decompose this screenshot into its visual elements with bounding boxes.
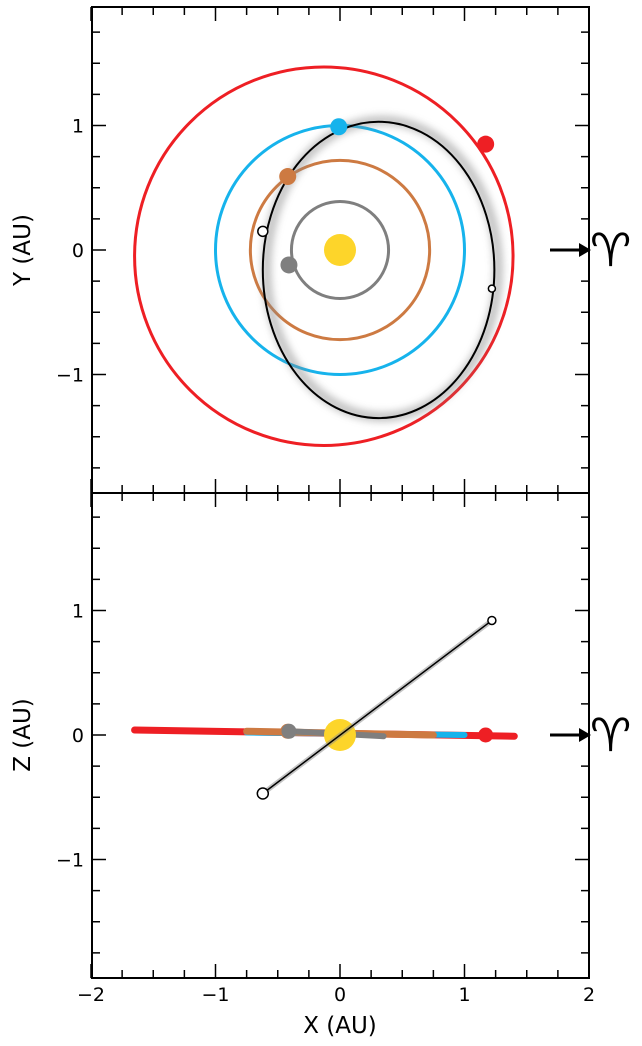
bottom-equinox-arrow-head bbox=[579, 728, 591, 742]
bottom-panel-ticks bbox=[90, 493, 590, 978]
bottom-aries-symbol: ♈ bbox=[590, 708, 631, 762]
bottom-object-open-marker bbox=[487, 615, 497, 626]
bottom-x-tick-label: −2 bbox=[77, 984, 105, 1006]
bottom-object-line bbox=[262, 619, 493, 795]
top-y-tick-label: 0 bbox=[72, 240, 84, 262]
bottom-panel-tick-labels: −1 0 1 −2 −1 0 1 2 bbox=[56, 601, 595, 1007]
bottom-y-tick-label: −1 bbox=[56, 850, 84, 872]
top-planet-orbit-0 bbox=[289, 199, 391, 301]
bottom-panel-xz: −1 0 1 −2 −1 0 1 2 Z (AU) X (AU) ♈ bbox=[10, 492, 631, 1039]
top-object-orbit-uncertainty bbox=[262, 116, 503, 422]
top-planet-orbit-3 bbox=[133, 65, 515, 447]
top-sun-marker bbox=[324, 234, 356, 266]
bottom-planet-marker-3 bbox=[281, 723, 297, 739]
bottom-y-tick-label: 1 bbox=[72, 601, 84, 623]
top-panel-marks bbox=[133, 65, 515, 447]
top-planet-marker-2 bbox=[330, 118, 348, 136]
top-equinox-arrow-head bbox=[579, 243, 591, 257]
bottom-object-open-marker bbox=[256, 787, 270, 800]
bottom-x-tick-label: 2 bbox=[583, 984, 595, 1006]
top-panel-xy: −1 0 1 Y (AU) ♈ bbox=[10, 6, 631, 494]
top-y-axis-label: Y (AU) bbox=[10, 214, 36, 287]
top-object-open-marker bbox=[257, 225, 269, 238]
top-aries-symbol: ♈ bbox=[590, 223, 631, 277]
bottom-x-tick-label: −1 bbox=[201, 984, 229, 1006]
top-y-tick-label: 1 bbox=[72, 116, 84, 138]
top-object-orbit bbox=[261, 120, 496, 420]
bottom-vernal-equinox-annotation: ♈ bbox=[550, 708, 631, 762]
bottom-y-tick-label: 0 bbox=[72, 725, 84, 747]
top-panel-tick-labels: −1 0 1 bbox=[56, 116, 84, 387]
bottom-x-tick-label: 0 bbox=[334, 984, 346, 1006]
bottom-x-tick-label: 1 bbox=[458, 984, 470, 1006]
bottom-x-axis-label: X (AU) bbox=[303, 1013, 377, 1039]
bottom-planet-marker-0 bbox=[478, 727, 494, 743]
top-planet-marker-1 bbox=[279, 168, 297, 186]
top-object-open-marker bbox=[487, 284, 497, 293]
bottom-panel-marks bbox=[131, 615, 518, 800]
top-planet-marker-3 bbox=[477, 135, 495, 153]
bottom-y-axis-label: Z (AU) bbox=[10, 698, 36, 772]
top-vernal-equinox-annotation: ♈ bbox=[550, 223, 631, 277]
top-planet-marker-0 bbox=[280, 256, 298, 274]
top-y-tick-label: −1 bbox=[56, 365, 84, 387]
top-planet-orbit-1 bbox=[248, 158, 432, 342]
